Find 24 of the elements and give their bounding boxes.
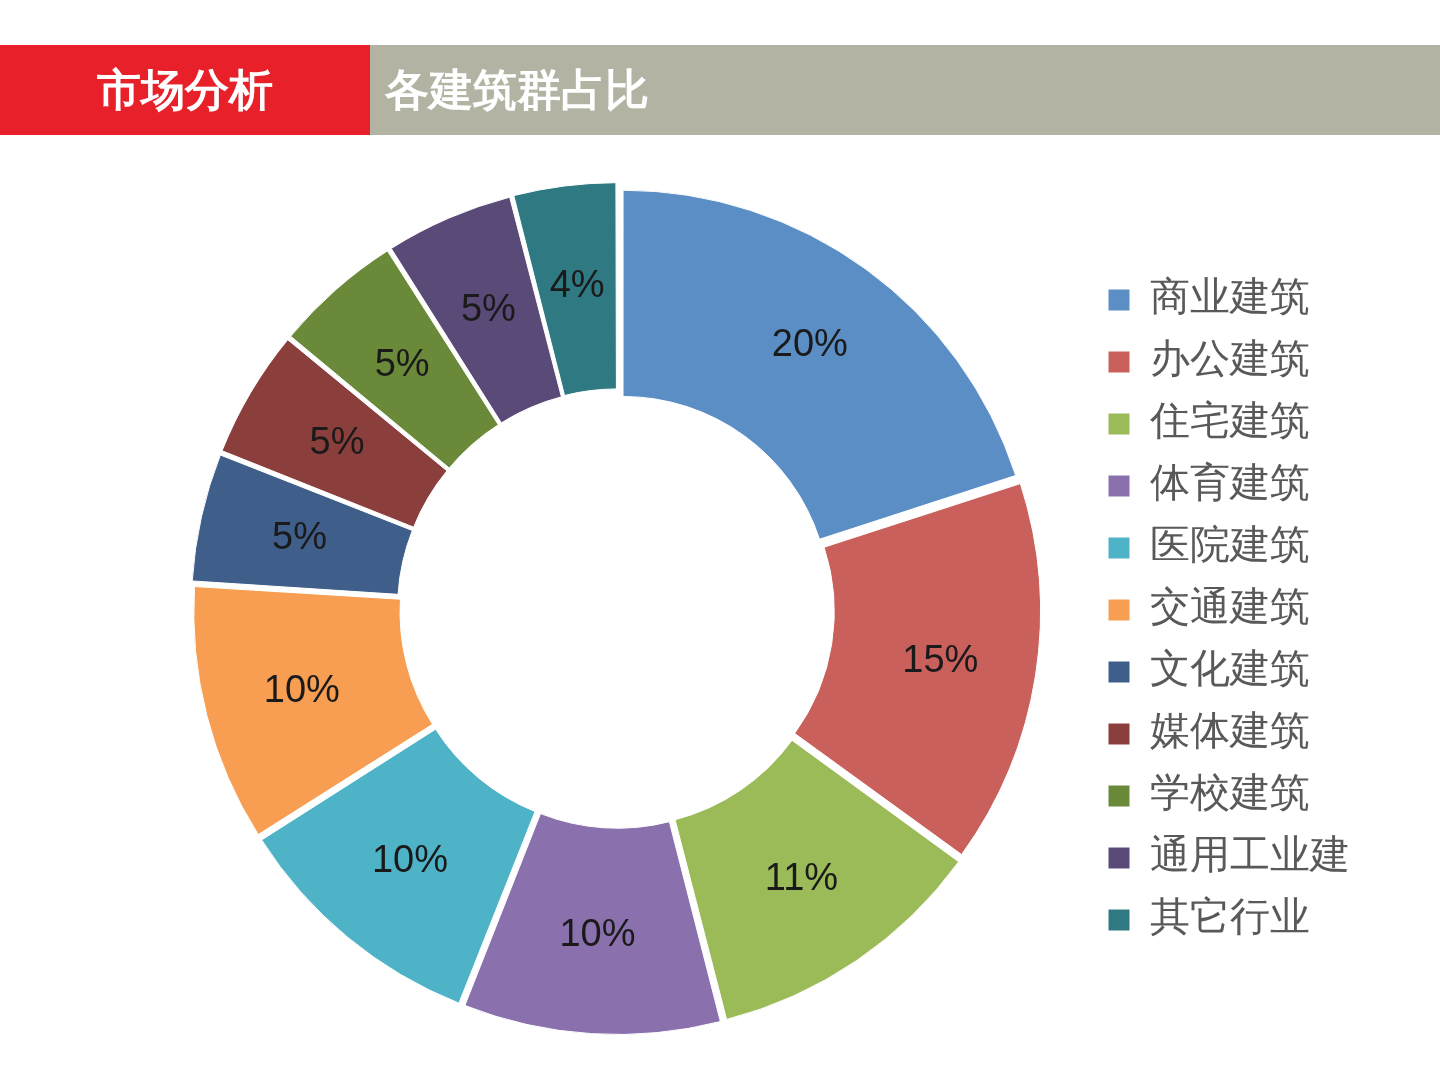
legend-label: 住宅建筑 [1149, 397, 1310, 444]
data-label: 5% [460, 286, 516, 329]
data-label: 4% [549, 262, 605, 305]
legend-label: 媒体建筑 [1150, 707, 1310, 754]
legend-label: 商业建筑 [1150, 273, 1310, 320]
legend-label: 文化建筑 [1150, 645, 1310, 692]
legend-label: 学校建筑 [1150, 769, 1310, 816]
data-label: 10% [371, 837, 448, 880]
data-label: 5% [374, 341, 430, 384]
legend-label: 体育建筑 [1150, 459, 1310, 506]
legend-label: 通用工业建 [1150, 831, 1350, 878]
data-label: 20% [771, 322, 848, 365]
data-label: 11% [764, 856, 839, 899]
legend-label: 医院建筑 [1150, 521, 1310, 568]
legend-label: 办公建筑 [1150, 335, 1310, 382]
data-label: 10% [263, 667, 340, 710]
chart-subtitle: 各建筑群占比 [385, 62, 649, 117]
data-label: 5% [272, 515, 327, 558]
legend-label: 其它行业 [1150, 893, 1310, 940]
data-label: 5% [309, 420, 365, 463]
chart-title: 市场分析 [97, 62, 273, 117]
data-label: 10% [559, 912, 636, 955]
legend-label: 交通建筑 [1150, 583, 1310, 630]
data-label: 15% [902, 637, 979, 680]
